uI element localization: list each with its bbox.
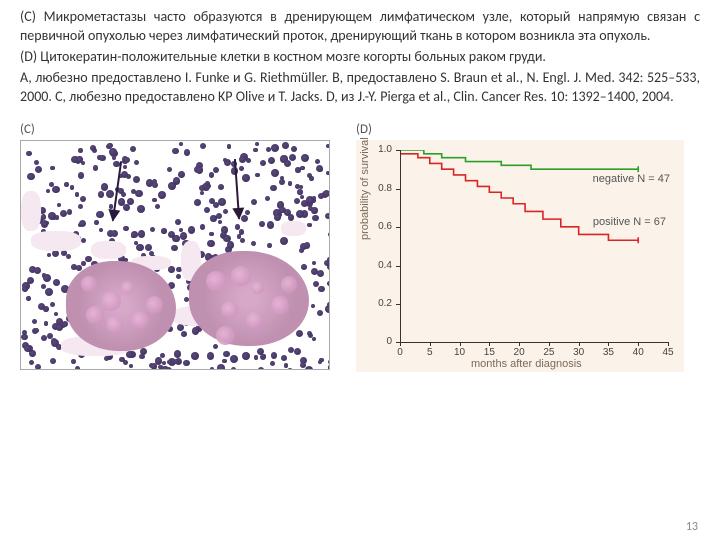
positive-label: positive N = 67 (593, 216, 666, 228)
survival-chart: probability of survival months after dia… (356, 140, 684, 372)
figure-c: (C) (20, 122, 330, 370)
paragraph-credits: A, любезно предоставлено I. Funke и G. R… (20, 69, 700, 107)
figures-row: (C) (D) probability of survival months a… (20, 122, 700, 372)
tissue-cluster (189, 251, 309, 346)
paragraph-c: (C) Микрометастазы часто образуются в др… (20, 8, 700, 46)
negative-label: negative N = 47 (593, 173, 670, 185)
figure-c-label: (C) (20, 122, 330, 137)
figure-d: (D) probability of survival months after… (356, 122, 686, 372)
paragraph-d: (D) Цитокератин-положительные клетки в к… (20, 48, 700, 67)
micrograph-image (20, 140, 330, 370)
figure-d-label: (D) (356, 122, 686, 137)
x-axis-title: months after diagnosis (471, 358, 582, 370)
page-number: 13 (686, 520, 698, 534)
